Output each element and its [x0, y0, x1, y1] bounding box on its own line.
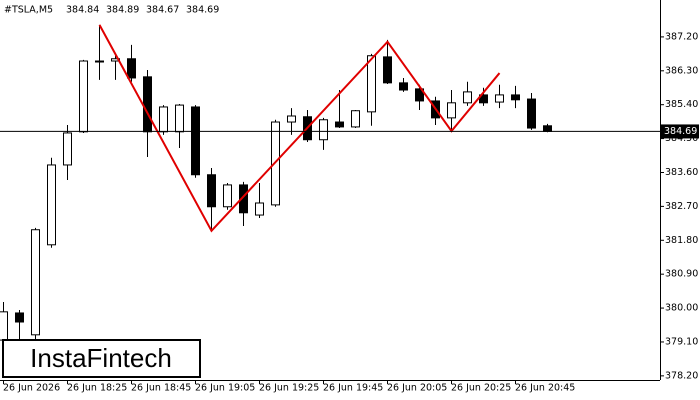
- candle-body: [159, 106, 168, 133]
- ohlc-low: 384.67: [146, 5, 179, 16]
- y-tick-label: 384.50: [665, 133, 698, 144]
- plot: [0, 24, 552, 345]
- candle-body: [287, 115, 296, 123]
- candle-body: [239, 184, 248, 214]
- x-tick-label: 26 Jun 19:25: [259, 383, 319, 394]
- candle-body: [79, 60, 88, 133]
- x-tick-label: 26 Jun 18:25: [67, 383, 127, 394]
- y-tick-label: 380.90: [665, 269, 698, 280]
- candle-body: [31, 229, 40, 336]
- ohlc-close: 384.69: [186, 5, 219, 16]
- price-label: 384.69: [664, 126, 697, 137]
- logo-box: [2, 339, 201, 378]
- x-tick-label: 26 Jun 2026: [3, 383, 60, 394]
- x-tick-label: 26 Jun 20:45: [515, 383, 575, 394]
- logo: InstaFintech: [30, 343, 172, 373]
- x-tick-label: 26 Jun 20:25: [451, 383, 511, 394]
- candle-body: [127, 58, 136, 79]
- x-tick-label: 26 Jun 19:45: [323, 383, 383, 394]
- candle-body: [0, 311, 8, 341]
- candle-body: [543, 125, 552, 132]
- candle-body: [447, 102, 456, 119]
- candle-body: [495, 94, 504, 103]
- candle-body: [335, 121, 344, 128]
- candle-body: [319, 119, 328, 141]
- candle-body: [47, 164, 56, 246]
- candle-body: [143, 76, 152, 133]
- candle-body: [191, 106, 200, 176]
- candle-body: [463, 91, 472, 104]
- x-tick-label: 26 Jun 20:05: [387, 383, 447, 394]
- x-tick-label: 26 Jun 19:05: [195, 383, 255, 394]
- candle-body: [255, 202, 264, 216]
- x-tick-label: 26 Jun 18:45: [131, 383, 191, 394]
- chart-title: #TSLA,M5: [4, 5, 53, 16]
- candle-body: [95, 60, 104, 63]
- pattern-line: [98, 24, 501, 233]
- candle-body: [175, 104, 184, 133]
- y-tick-label: 381.80: [665, 235, 698, 246]
- ohlc-open: 384.84: [66, 5, 99, 16]
- candle-body: [223, 184, 232, 208]
- candle-body: [15, 312, 24, 323]
- y-tick-label: 383.60: [665, 167, 698, 178]
- candle-body: [415, 88, 424, 102]
- y-tick-label: 385.40: [665, 99, 698, 110]
- candle-body: [399, 82, 408, 91]
- y-tick-label: 387.20: [665, 31, 698, 42]
- y-tick-label: 378.20: [665, 370, 698, 381]
- candle-body: [383, 56, 392, 84]
- candle-body: [207, 174, 216, 208]
- candle-body: [527, 98, 536, 129]
- price-label-box: [661, 124, 699, 139]
- y-tick-label: 379.10: [665, 336, 698, 347]
- candle-body: [367, 55, 376, 113]
- ohlc-high: 384.89: [106, 5, 139, 16]
- candle-body: [351, 110, 360, 128]
- y-tick-label: 380.00: [665, 303, 698, 314]
- y-tick-label: 382.70: [665, 201, 698, 212]
- candle-body: [479, 94, 488, 104]
- candle-body: [511, 94, 520, 101]
- y-tick-label: 386.30: [665, 65, 698, 76]
- candle-body: [63, 132, 72, 166]
